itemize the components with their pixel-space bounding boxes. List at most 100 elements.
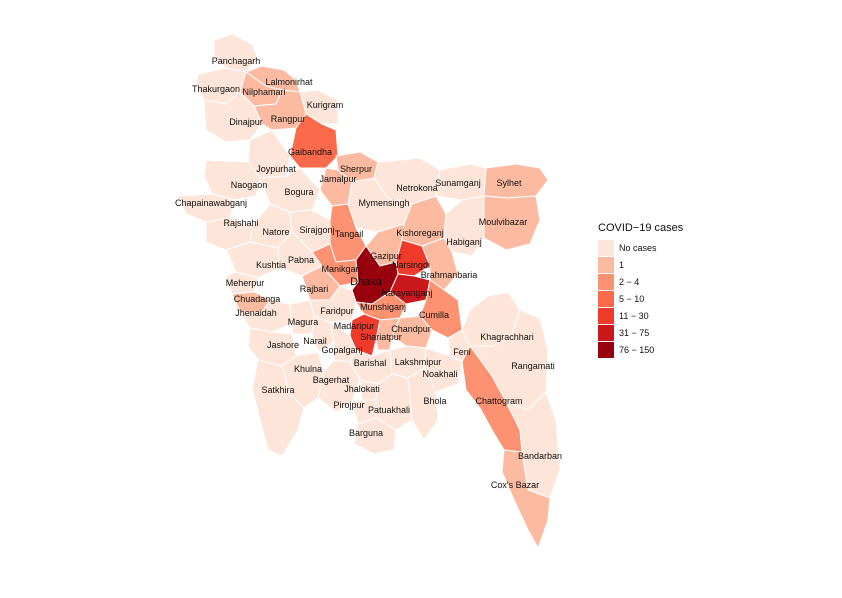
district-label-joypurhat: Joypurhat [256,164,296,174]
district-region-moulvibazar [483,195,541,251]
legend-item: 76 − 150 [598,342,683,358]
district-label-pirojpur: Pirojpur [333,400,364,410]
district-label-mymensingh: Mymensingh [358,198,409,208]
district-label-lakshmipur: Lakshmipur [395,357,442,367]
legend-item: 11 − 30 [598,308,683,324]
legend-swatch [598,325,614,341]
district-region-naogaon [203,159,261,201]
district-region-satkhira [251,359,305,457]
legend-item: No cases [598,240,683,256]
district-label-netrokona: Netrokona [396,183,438,193]
district-label-tangail: Tangail [335,229,364,239]
legend-swatch [598,291,614,307]
district-label-jhalokati: Jhalokati [344,384,380,394]
district-label-dhaka: Dhaka [350,276,383,288]
district-label-kishoreganj: Kishoreganj [396,228,444,238]
district-label-khagrachhari: Khagrachhari [480,332,534,342]
legend-swatch [598,240,614,256]
district-region-barguna [353,417,397,455]
district-label-meherpur: Meherpur [226,278,265,288]
district-region-panchagarh [213,33,259,73]
district-label-chuadanga: Chuadanga [234,294,281,304]
district-label-gazipur: Gazipur [370,251,402,261]
district-label-sylhet: Sylhet [496,178,522,188]
district-label-habiganj: Habiganj [446,237,482,247]
legend-label: 11 − 30 [619,311,649,321]
district-label-lalmonirhat: Lalmonirhat [265,77,313,87]
legend-label: No cases [619,243,657,253]
district-region-meherpur [225,271,259,295]
district-label-rangpur: Rangpur [271,114,306,124]
district-label-magura: Magura [288,317,319,327]
district-label-naogaon: Naogaon [231,180,268,190]
district-label-barishal: Barishal [354,358,387,368]
district-label-moulvibazar: Moulvibazar [479,217,528,227]
legend-label: 2 − 4 [619,277,640,287]
legend-label: 76 − 150 [619,345,655,355]
legend: COVID−19 cases No cases 1 2 − 4 5 − 10 11 − … [598,222,683,359]
legend-rows: No cases 1 2 − 4 5 − 10 11 − 30 31 − 75 76 − 1… [598,240,683,358]
legend-label: 31 − 75 [619,328,650,338]
legend-swatch [598,308,614,324]
district-label-jashore: Jashore [267,340,299,350]
district-label-cox-s-bazar: Cox's Bazar [491,480,539,490]
legend-swatch [598,257,614,273]
district-label-rangamati: Rangamati [511,361,555,371]
district-label-rajbari: Rajbari [300,284,329,294]
legend-swatch [598,342,614,358]
district-label-manikganj: Manikganj [321,264,362,274]
district-label-kushtia: Kushtia [256,260,286,270]
district-label-faridpur: Faridpur [320,306,354,316]
district-region-brahmanbaria [421,237,459,291]
district-label-sherpur: Sherpur [340,164,372,174]
district-label-pabna: Pabna [288,255,314,265]
district-label-shariatpur: Shariatpur [360,332,402,342]
map-labels: Panchagarh Thakurgaon LalmonirhatNilphamar… [175,56,562,490]
district-label-bagerhat: Bagerhat [313,375,350,385]
district-label-natore: Natore [262,227,289,237]
district-label-narsingdi: Narsingdi [392,260,430,270]
district-label-panchagarh: Panchagarh [212,56,261,66]
district-region-cox-s-bazar [501,449,551,550]
district-label-sunamganj: Sunamganj [435,178,481,188]
map-regions [177,33,561,550]
district-region-shariatpur [375,317,401,351]
district-region-manikganj [311,243,359,287]
district-label-narail: Narail [303,336,327,346]
district-label-nilphamari: Nilphamari [242,87,285,97]
legend-item: 2 − 4 [598,274,683,290]
district-label-bhola: Bhola [423,396,446,406]
district-region-bagerhat [317,359,361,413]
district-label-jamalpur: Jamalpur [319,174,356,184]
legend-title: COVID−19 cases [598,222,684,234]
district-label-thakurgaon: Thakurgaon [192,84,240,94]
district-label-bogura: Bogura [284,187,313,197]
district-label-cumilla: Cumilla [419,310,449,320]
legend-swatch [598,274,614,290]
district-label-bandarban: Bandarban [518,451,562,461]
district-label-gaibandha: Gaibandha [288,147,332,157]
district-label-dinajpur: Dinajpur [229,117,263,127]
legend-label: 5 − 10 [619,294,645,304]
district-label-jhenaidah: Jhenaidah [235,308,277,318]
district-label-gopalganj: Gopalganj [321,345,362,355]
legend-label: 1 [619,260,625,270]
district-label-patuakhali: Patuakhali [368,405,410,415]
district-label-munshiganj: Munshiganj [360,302,406,312]
district-label-rajshahi: Rajshahi [223,218,258,228]
district-label-narayanganj: Narayanganj [381,288,432,298]
district-label-sirajgonj: Sirajgonj [299,225,334,235]
district-label-chattogram: Chattogram [475,396,522,406]
district-label-brahmanbaria: Brahmanbaria [421,270,478,280]
district-label-noakhali: Noakhali [422,369,457,379]
district-label-feni: Feni [453,347,471,357]
district-label-chandpur: Chandpur [391,324,431,334]
district-label-khulna: Khulna [294,364,322,374]
district-label-chapainawabganj: Chapainawabganj [175,198,247,208]
district-label-barguna: Barguna [349,428,383,438]
district-label-kurigram: Kurigram [307,100,344,110]
district-label-satkhira: Satkhira [261,385,294,395]
legend-item: 5 − 10 [598,291,683,307]
legend-item: 1 [598,257,683,273]
